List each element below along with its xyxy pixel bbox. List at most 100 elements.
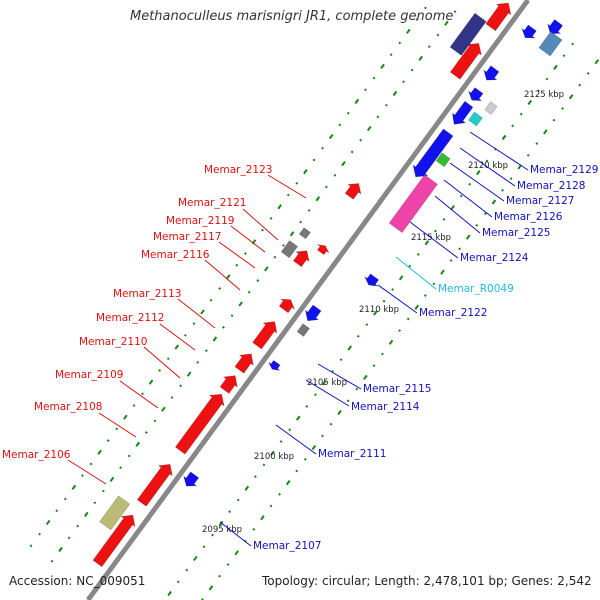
gene-block-olive[interactable] [99,495,131,531]
gc-dot [141,392,144,396]
gc-dot [209,298,213,302]
gene-label-memar-2126[interactable]: Memar_2126 [494,211,563,223]
gene-label-memar-2116[interactable]: Memar_2116 [141,249,210,261]
gene-block[interactable] [92,514,136,568]
gc-dot [586,71,590,75]
gene-block[interactable] [344,183,362,200]
gc-dot [526,153,530,157]
gene-block[interactable] [183,471,200,487]
gene-label-memar-2125[interactable]: Memar_2125 [482,227,550,239]
gc-dot [264,266,269,272]
gene-label-memar-2110[interactable]: Memar_2110 [79,336,147,348]
gene-block[interactable] [521,24,537,39]
gc-dot [261,228,264,232]
gc-dot [176,580,180,584]
gene-block[interactable] [316,244,330,256]
gene-block[interactable] [547,19,564,35]
gc-dot [236,498,240,502]
gc-dot [329,422,333,426]
gene-label-memar-2123[interactable]: Memar_2123 [204,164,272,176]
gc-dot [380,63,385,70]
gene-label-memar-2114[interactable]: Memar_2114 [351,401,420,413]
gc-dot [315,196,321,202]
gene-label-memar-2129[interactable]: Memar_2129 [530,164,598,176]
gc-dot [252,528,256,531]
gene-block-green[interactable] [435,152,451,168]
gc-dot [449,259,453,262]
gc-dot [355,387,359,391]
gc-dot [418,55,423,61]
gc-dot [50,559,54,563]
gene-label-memar-2108[interactable]: Memar_2108 [34,401,102,413]
gene-block[interactable] [174,393,225,455]
gene-block[interactable] [278,298,296,314]
gc-dot [282,244,285,247]
gene-label-memar-2107[interactable]: Memar_2107 [253,540,321,552]
gene-label-memar-2127[interactable]: Memar_2127 [506,195,574,207]
gc-dot [354,98,360,105]
gc-dot [321,380,327,386]
gene-label-memar-2121[interactable]: Memar_2121 [178,197,246,209]
gene-block[interactable] [451,100,474,125]
gene-block[interactable] [412,128,454,178]
gene-block[interactable] [234,353,254,374]
gc-dot [193,555,198,562]
gc-dot [200,309,205,315]
gene-block[interactable] [364,273,380,287]
gene-label-memar-2111[interactable]: Memar_2111 [318,448,386,460]
gc-dot [288,428,292,432]
gc-dot [459,194,463,198]
gene-block[interactable] [467,87,484,101]
gene-block[interactable] [485,2,512,32]
gc-dot [427,45,431,49]
gc-dot [321,146,324,150]
gene-label-memar-2115[interactable]: Memar_2115 [363,383,431,395]
gene-label-memar-2128[interactable]: Memar_2128 [517,180,585,192]
gene-block-steel[interactable] [538,31,563,57]
gene-label-memar-2112[interactable]: Memar_2112 [96,312,164,324]
gene-block[interactable] [483,65,500,81]
gc-dot [372,364,376,368]
gene-block[interactable] [268,359,281,371]
gc-dot [384,103,388,107]
gc-dot [211,533,214,537]
gene-label-memar-2119[interactable]: Memar_2119 [166,215,234,227]
gc-dot [373,310,378,316]
gene-block-other[interactable] [298,227,311,240]
gene-label-memar-r0049[interactable]: Memar_R0049 [438,283,514,295]
gc-dot [144,431,148,434]
gene-block[interactable] [292,250,310,268]
gene-block-other[interactable] [296,323,310,337]
gene-block[interactable] [449,43,482,80]
gc-dot [277,204,282,210]
gene-label-memar-2124[interactable]: Memar_2124 [460,252,529,264]
label-leader-line [143,346,181,379]
gene-label-memar-2117[interactable]: Memar_2117 [153,231,221,243]
gene-label-memar-2109[interactable]: Memar_2109 [55,369,123,381]
gc-dot [408,264,412,268]
gene-block[interactable] [304,304,322,322]
gene-block[interactable] [136,463,173,507]
gene-block-rna[interactable] [468,111,483,127]
gc-dot [406,317,410,321]
gc-dot [338,123,342,127]
gene-block-other[interactable] [484,101,498,115]
label-leader-line [409,221,459,259]
scale-tick-label: 2110 kbp [359,305,399,315]
gc-dot [339,358,343,362]
gc-dot [321,434,324,438]
gene-label-memar-2113[interactable]: Memar_2113 [113,288,181,300]
gene-label-memar-2106[interactable]: Memar_2106 [2,449,71,461]
gene-block[interactable] [219,375,238,394]
gc-dot [376,115,380,119]
gene-label-memar-2122[interactable]: Memar_2122 [419,307,487,319]
gc-dot [247,290,251,294]
gene-block-navy[interactable] [449,12,487,56]
gene-block[interactable] [252,321,278,350]
label-leader-line [242,208,279,241]
gc-dot [543,129,548,135]
gene-block-pink[interactable] [388,174,438,234]
gene-block-other[interactable] [280,240,299,259]
